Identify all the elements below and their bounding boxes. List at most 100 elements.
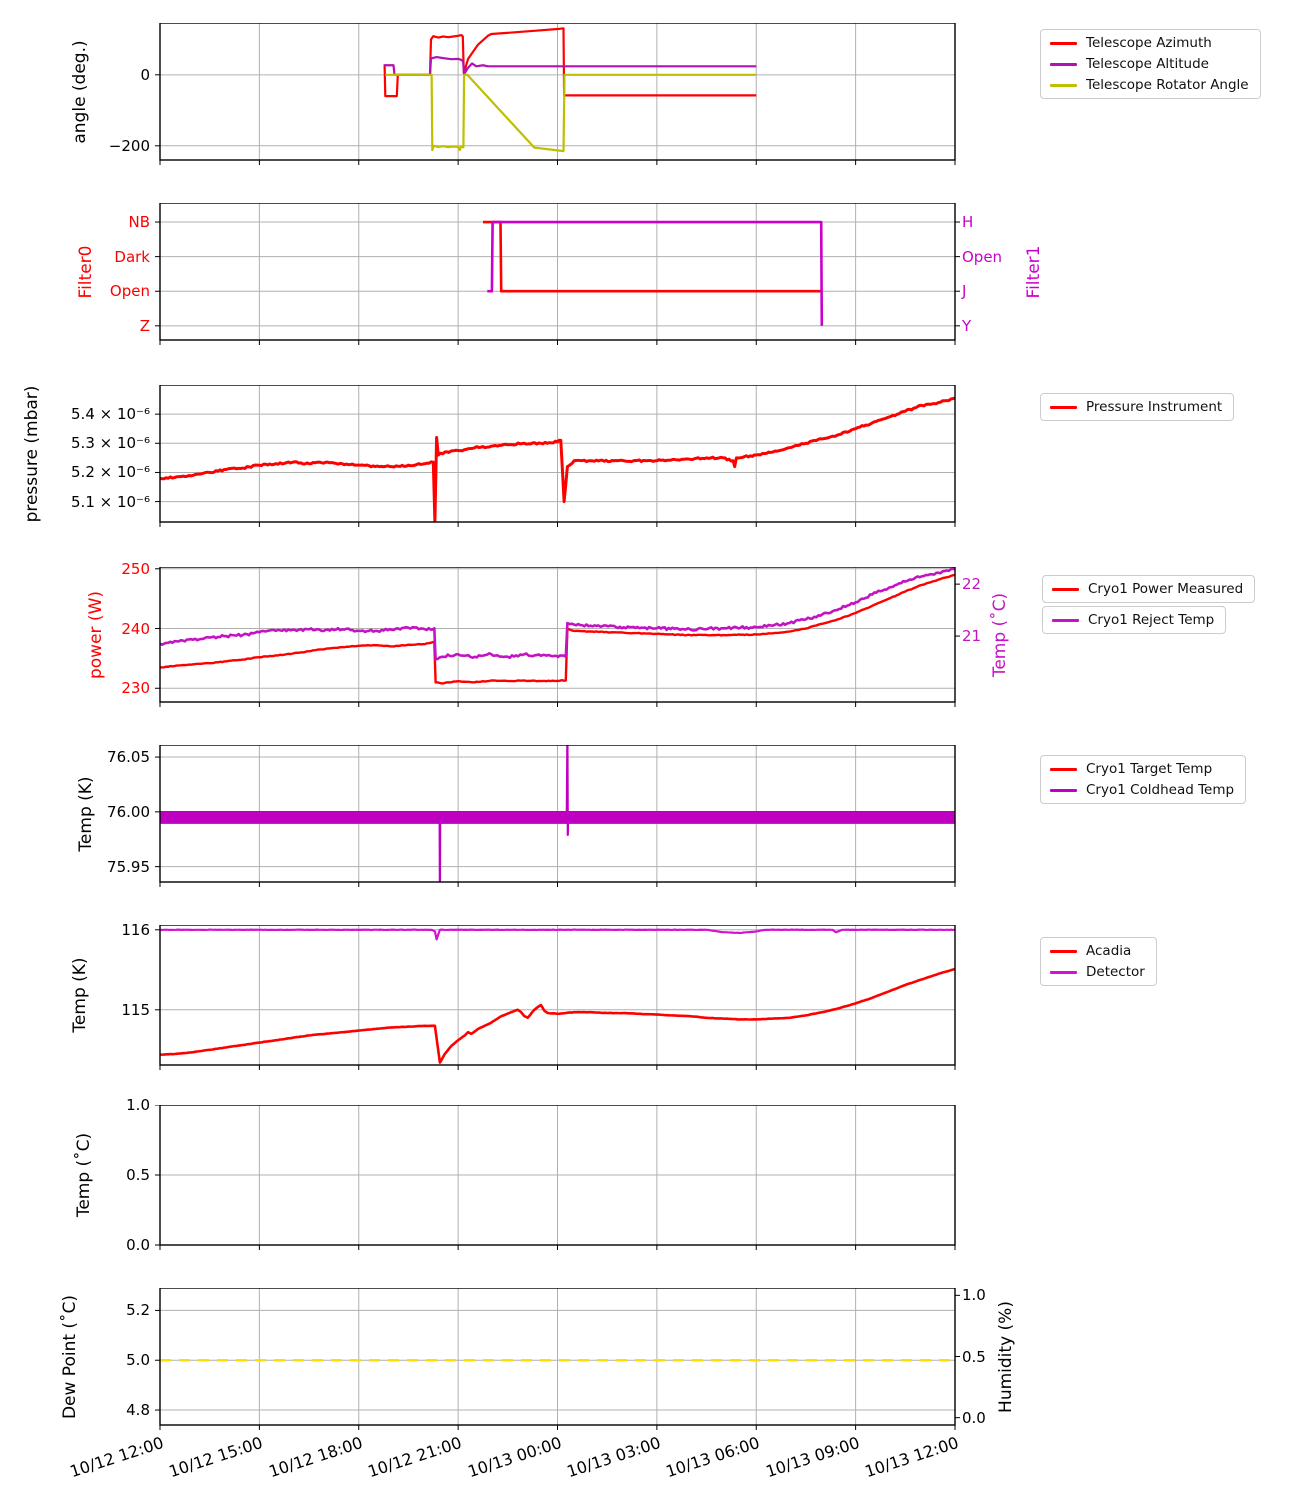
y-tick-label: NB (128, 213, 150, 232)
series-Cryo1 Coldhead Temp spikes (438, 812, 442, 882)
y-tick-label: 240 (121, 619, 150, 638)
legend-entry: Pressure Instrument (1050, 399, 1222, 415)
y-tick-label: 75.95 (107, 857, 150, 876)
legend-line-swatch (1050, 970, 1077, 974)
y-tick-label: 0.0 (126, 1236, 150, 1254)
legend-line-swatch (1050, 767, 1077, 771)
plot-border (159, 925, 956, 1066)
y-tick-label-right: Y (962, 316, 972, 335)
panel-pressure: pressure (mbar) 5.4 × 10⁻⁶ 5.3 × 10⁻⁶ 5.2 … (0, 385, 1300, 527)
y-tick-label: 76.05 (107, 748, 150, 767)
grid (155, 23, 956, 165)
plot-border (159, 385, 956, 523)
series-Detector (160, 928, 955, 941)
grid (155, 1288, 960, 1430)
series-Acadia (160, 967, 955, 1064)
plot-area-cryo-temp (155, 745, 956, 887)
y-tick-label: 0.5 (126, 1166, 150, 1184)
plot-area-dewpoint (155, 1288, 960, 1430)
legend-box: Cryo1 Reject Temp (1042, 606, 1227, 634)
legend-label: Cryo1 Power Measured (1088, 581, 1244, 597)
series-Filter1 (487, 220, 824, 326)
plot-border (159, 1288, 956, 1426)
y-tick-label-right: 22 (962, 575, 982, 594)
y-tick-label: 230 (121, 679, 150, 698)
series-Cryo1 Power Measured (160, 573, 955, 685)
legend-line-swatch (1052, 618, 1079, 622)
y-tick-label-right: J (962, 282, 967, 301)
y-tick-label: 115 (121, 1000, 150, 1019)
legend-box: Cryo1 Power Measured (1042, 575, 1256, 603)
y-tick-label: 5.0 (126, 1351, 150, 1370)
grid (155, 925, 956, 1070)
legend-entry: Telescope Rotator Angle (1050, 77, 1249, 93)
legend-entry: Cryo1 Coldhead Temp (1050, 782, 1234, 798)
y-tick-label: −200 (108, 136, 150, 155)
y-tick-label: 0 (140, 65, 150, 84)
panel-dewpoint-humidity: Dew Point (˚C) Humidity (%) 5.2 5.0 4.8 1.0… (0, 1286, 1300, 1430)
panel-cryo-power: power (W) Temp (˚C) 250 240 230 22 21 (0, 560, 1300, 707)
plot-area-filters (155, 203, 960, 345)
plot-border (159, 1105, 956, 1246)
legend-box: Pressure Instrument (1040, 393, 1235, 421)
y-tick-label: 76.00 (107, 802, 150, 821)
legend-entry: Cryo1 Target Temp (1050, 761, 1234, 777)
legend-entry: Cryo1 Reject Temp (1052, 612, 1214, 628)
plot-area-angle (155, 23, 956, 165)
y-tick-label-right: Open (962, 247, 1003, 266)
grid (155, 203, 960, 345)
series-Cryo1 Coldhead Temp spikes (565, 745, 570, 836)
y-tick-label: 5.4 × 10⁻⁶ (71, 405, 150, 424)
legend-label: Cryo1 Target Temp (1086, 761, 1213, 777)
plot-border (159, 203, 956, 341)
y-tick-label: 1.0 (126, 1096, 150, 1114)
plot-border (159, 745, 956, 883)
y-tick-label: 5.2 × 10⁻⁶ (71, 463, 150, 482)
panel-ambient-temp: Temp (˚C) 1.0 0.5 0.0 (0, 1096, 1300, 1254)
y-tick-label-right: 0.0 (962, 1408, 986, 1427)
legend-label: Acadia (1086, 943, 1132, 959)
legend-box: Cryo1 Target Temp Cryo1 Coldhead Temp (1040, 755, 1247, 804)
plot-area-detector-temp (155, 925, 956, 1070)
legend-line-swatch (1050, 949, 1077, 953)
legend-line-swatch (1050, 405, 1077, 409)
grid (155, 385, 956, 527)
plot-border (159, 23, 956, 161)
y-tick-label: 250 (121, 559, 150, 578)
y-tick-label-right: H (962, 213, 974, 232)
y-tick-label-right: 1.0 (962, 1286, 986, 1305)
legend-entry: Cryo1 Power Measured (1052, 581, 1243, 597)
series-Telescope Azimuth (383, 27, 757, 98)
y-tick-label: Open (109, 282, 150, 301)
legend-label: Detector (1086, 964, 1145, 980)
grid (155, 1105, 956, 1250)
panel-cryo-temp: Temp (K) 76.05 76.00 75.95 (0, 745, 1300, 887)
legend-box: Telescope Azimuth Telescope Altitude Teles… (1040, 29, 1261, 99)
plot-border (159, 567, 956, 703)
plot-area-ambient-temp (155, 1105, 956, 1250)
legend-label: Telescope Rotator Angle (1086, 77, 1249, 93)
panel-filters: Filter0 Filter1 NB Dark Open Z H Open J Y (0, 203, 1300, 345)
y-tick-label: 5.3 × 10⁻⁶ (71, 434, 150, 453)
legend-entry: Telescope Azimuth (1050, 35, 1249, 51)
legend-label: Cryo1 Coldhead Temp (1086, 782, 1235, 798)
x-tick-label: 10/13 12:00 (862, 1433, 961, 1482)
plot-area-cryo-power (155, 567, 960, 707)
legend-label: Telescope Altitude (1086, 56, 1209, 72)
y-tick-label-right: 0.5 (962, 1347, 986, 1366)
series-Telescope Altitude (383, 55, 757, 76)
series-Pressure Instrument (160, 396, 955, 522)
panel-detector-temp: Temp (K) 116 115 (0, 921, 1300, 1070)
legend-line-swatch (1050, 41, 1077, 45)
legend-line-swatch (1050, 62, 1077, 66)
y-tick-label: Dark (114, 247, 150, 266)
legend-box: Acadia Detector (1040, 937, 1157, 986)
legend-entry: Telescope Altitude (1050, 56, 1249, 72)
series-Telescope Rotator Angle (385, 73, 757, 153)
legend-label: Pressure Instrument (1086, 399, 1223, 415)
plot-area-pressure (155, 385, 956, 527)
y-axis-label-detector-temp: Temp (K) (70, 957, 90, 1033)
legend-entry: Acadia (1050, 943, 1145, 959)
legend-label: Cryo1 Reject Temp (1088, 612, 1215, 628)
